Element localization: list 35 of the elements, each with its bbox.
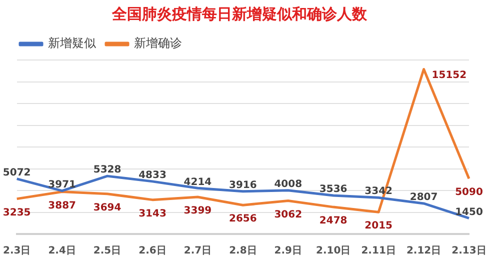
x-tick-label: 2.5日	[93, 246, 122, 257]
data-label: 3143	[138, 208, 166, 220]
data-label: 2656	[229, 214, 257, 225]
data-label: 5328	[93, 164, 122, 176]
data-label: 2807	[410, 192, 438, 204]
data-label: 3694	[93, 202, 122, 214]
x-tick-label: 2.7日	[184, 246, 212, 257]
x-tick-label: 2.3日	[3, 246, 31, 257]
data-label: 3536	[319, 184, 348, 196]
x-tick-label: 2.9日	[274, 246, 302, 257]
x-tick-label: 2.13日	[452, 246, 486, 257]
data-label: 5090	[455, 187, 483, 198]
x-tick-label: 2.11日	[361, 246, 396, 257]
x-tick-label: 2.12日	[406, 246, 442, 257]
x-tick-label: 2.10日	[316, 246, 351, 257]
data-label: 4214	[184, 176, 212, 188]
x-tick-label: 2.8日	[229, 246, 257, 257]
data-label: 15152	[432, 70, 467, 81]
data-label: 3062	[274, 209, 302, 220]
data-label: 4008	[274, 179, 302, 190]
data-label: 3971	[48, 179, 76, 190]
legend-label: 新增确诊	[134, 36, 182, 50]
chart-title: 全国肺炎疫情每日新增疑似和确诊人数	[111, 4, 368, 23]
data-label: 3399	[184, 206, 212, 217]
data-label: 5072	[2, 167, 31, 178]
data-label: 3916	[229, 180, 257, 192]
x-tick-label: 2.4日	[48, 246, 76, 257]
x-tick-label: 2.6日	[138, 246, 166, 257]
data-label: 3887	[48, 200, 76, 212]
data-label: 4833	[138, 170, 166, 182]
data-label: 2015	[364, 220, 393, 232]
data-label: 3235	[2, 207, 31, 218]
data-label: 1450	[455, 206, 483, 218]
data-label: 2478	[319, 216, 348, 227]
legend-label: 新增疑似	[48, 36, 96, 50]
